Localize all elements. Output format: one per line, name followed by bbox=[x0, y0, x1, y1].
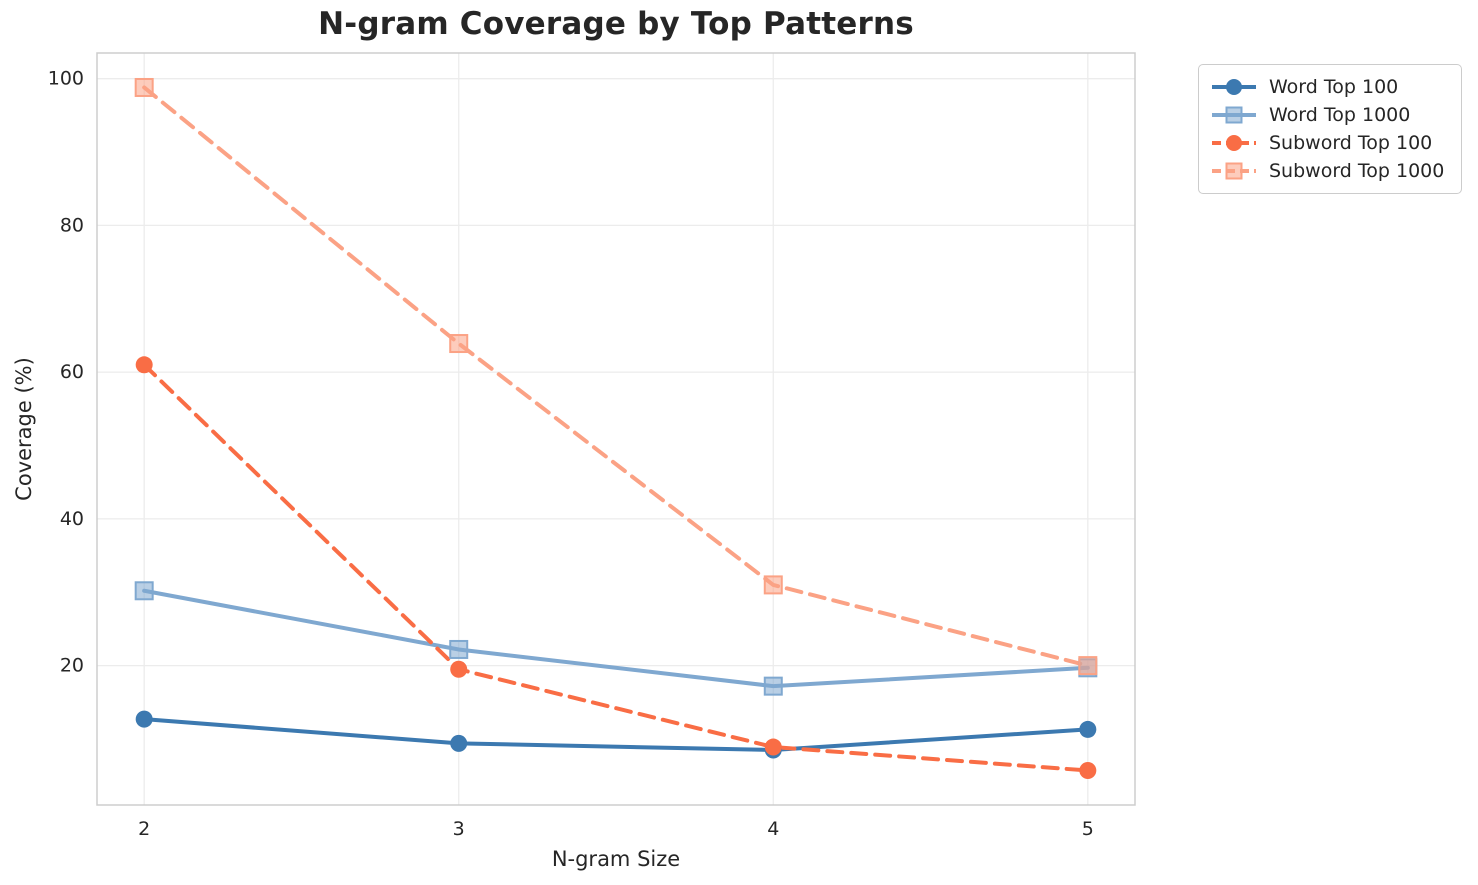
legend-item-word-top-100: Word Top 100 bbox=[1211, 73, 1449, 101]
series-marker-square bbox=[1078, 656, 1098, 676]
legend-item-word-top-1000: Word Top 1000 bbox=[1211, 101, 1449, 129]
legend-label: Subword Top 1000 bbox=[1269, 160, 1445, 182]
x-tick-label: 2 bbox=[138, 818, 150, 840]
plot-border bbox=[96, 52, 1136, 806]
series-line-subword-top-1000 bbox=[142, 85, 1090, 668]
series-marker-square bbox=[763, 575, 783, 595]
legend-square-marker-icon bbox=[1225, 162, 1243, 180]
series-marker-square bbox=[134, 581, 154, 601]
legend-solid-line-icon bbox=[1212, 79, 1256, 95]
series-marker-square bbox=[134, 77, 154, 97]
series-marker-circle bbox=[135, 356, 153, 374]
legend: Word Top 100 Word Top 1000 Subword Top 100… bbox=[1198, 64, 1462, 194]
y-tick-label: 100 bbox=[48, 68, 84, 90]
series-marker-circle bbox=[450, 734, 468, 752]
series-marker-circle bbox=[764, 738, 782, 756]
series-line-word-top-100 bbox=[142, 717, 1090, 752]
x-axis-label: N-gram Size bbox=[552, 847, 680, 871]
y-tick-label: 20 bbox=[60, 655, 84, 677]
legend-circle-marker-icon bbox=[1226, 135, 1242, 151]
x-tick-label: 5 bbox=[1082, 818, 1094, 840]
legend-label: Subword Top 100 bbox=[1269, 132, 1433, 154]
y-tick-label: 80 bbox=[60, 214, 84, 236]
x-tick-label: 3 bbox=[453, 818, 465, 840]
legend-circle-marker-icon bbox=[1226, 79, 1242, 95]
series-marker-square bbox=[763, 676, 783, 696]
legend-dashed-line-icon bbox=[1212, 162, 1256, 180]
series-marker-square bbox=[449, 334, 469, 354]
series-marker-circle bbox=[1079, 720, 1097, 738]
chart-title: N-gram Coverage by Top Patterns bbox=[318, 6, 914, 42]
legend-solid-line-icon bbox=[1212, 106, 1256, 124]
series-marker-circle bbox=[135, 710, 153, 728]
legend-dashed-line-icon bbox=[1212, 135, 1256, 151]
y-axis-label: Coverage (%) bbox=[12, 357, 36, 501]
x-tick-label: 4 bbox=[767, 818, 779, 840]
legend-item-subword-top-1000: Subword Top 1000 bbox=[1211, 157, 1449, 185]
series-line-word-top-1000 bbox=[142, 588, 1090, 689]
series-line-subword-top-100 bbox=[142, 362, 1090, 773]
series-marker-circle bbox=[450, 660, 468, 678]
series-marker-circle bbox=[1079, 762, 1097, 780]
series-marker-square bbox=[449, 639, 469, 659]
legend-item-subword-top-100: Subword Top 100 bbox=[1211, 129, 1449, 157]
legend-label: Word Top 100 bbox=[1269, 76, 1399, 98]
legend-label: Word Top 1000 bbox=[1269, 104, 1411, 126]
y-tick-label: 60 bbox=[60, 361, 84, 383]
legend-square-marker-icon bbox=[1225, 106, 1243, 124]
y-tick-label: 40 bbox=[60, 508, 84, 530]
